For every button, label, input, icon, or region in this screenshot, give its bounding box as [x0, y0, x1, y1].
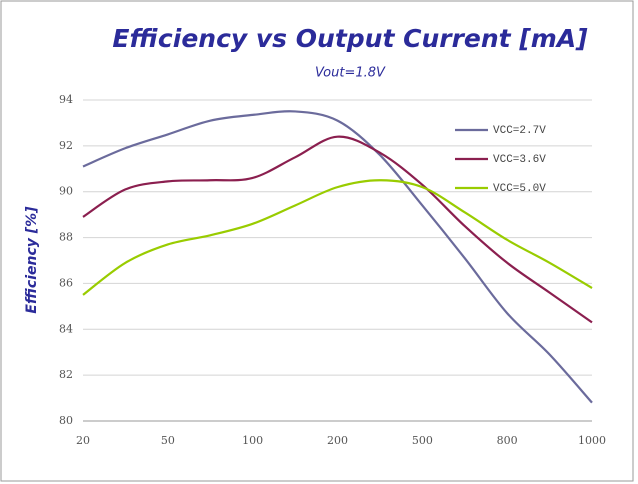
legend-label: VCC=5.0V — [493, 183, 546, 195]
legend-label: VCC=3.6V — [493, 154, 546, 166]
series-line — [82, 135, 593, 324]
legend-label: VCC=2.7V — [493, 125, 546, 137]
x-tick-label: 50 — [161, 434, 175, 447]
y-axis-label: Efficiency [%] — [24, 206, 40, 314]
y-tick-label: 92 — [59, 139, 73, 152]
chart-subtitle: Vout=1.8V — [315, 66, 386, 81]
x-tick-label: 500 — [412, 434, 433, 447]
y-tick-label: 82 — [59, 368, 73, 381]
chart-title: Efficiency vs Output Current [mA] — [112, 24, 588, 53]
y-tick-label: 94 — [59, 93, 73, 106]
x-tick-label: 1000 — [578, 434, 606, 447]
y-tick-label: 86 — [59, 276, 73, 289]
y-tick-label: 80 — [59, 414, 73, 427]
series-line — [82, 110, 593, 404]
y-tick-label: 90 — [59, 185, 73, 198]
x-tick-label: 200 — [327, 434, 348, 447]
x-tick-label: 800 — [497, 434, 518, 447]
y-tick-label: 88 — [59, 231, 73, 244]
y-tick-label: 84 — [59, 322, 73, 335]
series-line — [82, 179, 593, 296]
x-tick-label: 20 — [76, 434, 90, 447]
x-tick-label: 100 — [242, 434, 263, 447]
